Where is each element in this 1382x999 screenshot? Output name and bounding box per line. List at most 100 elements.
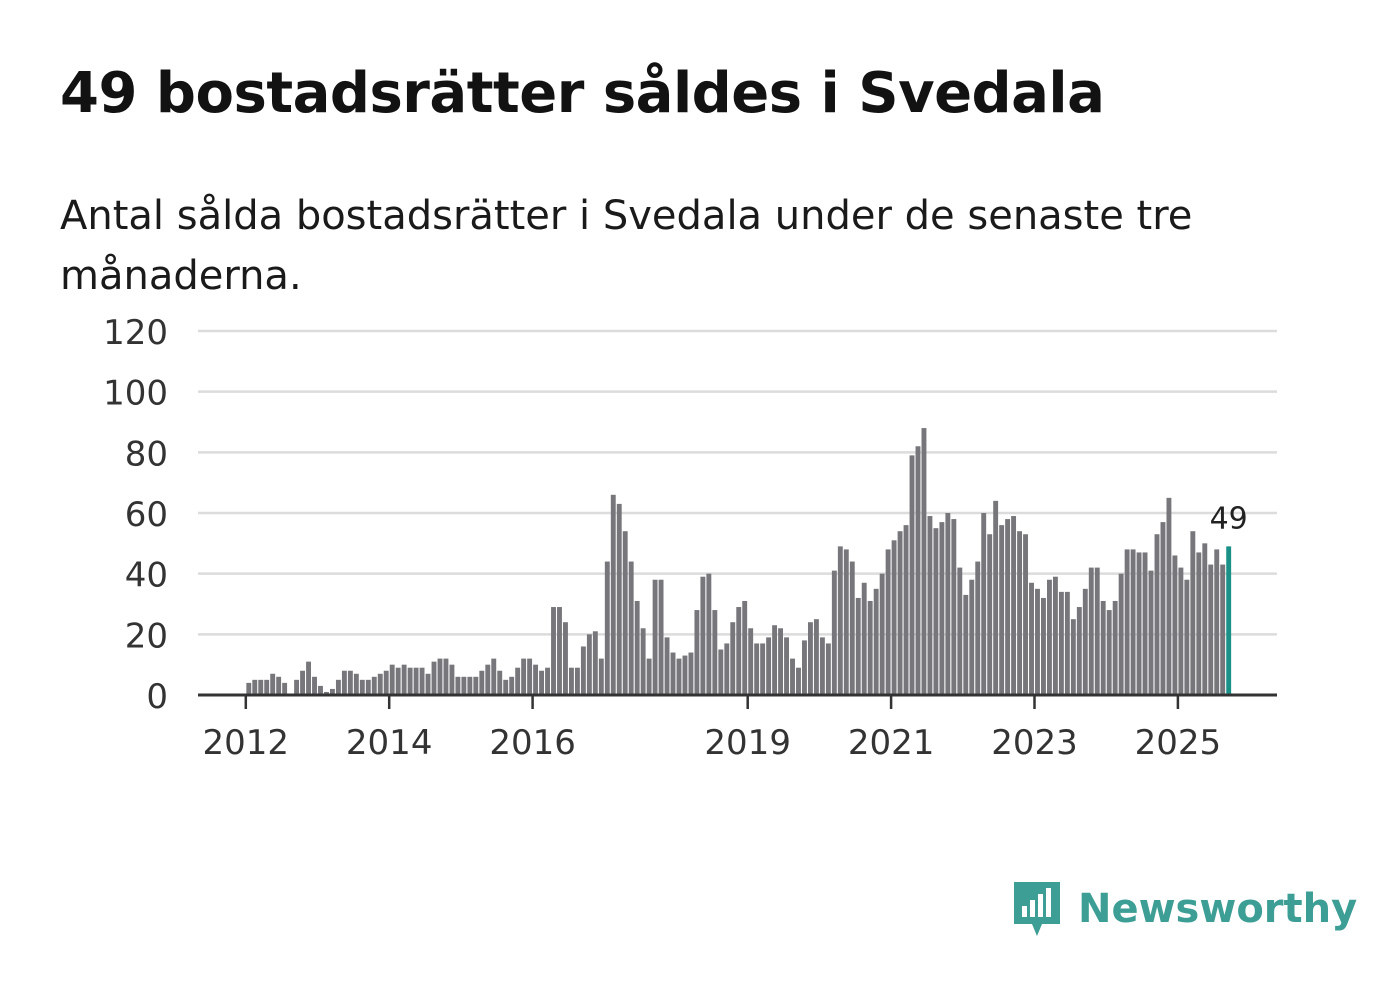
bar bbox=[1088, 567, 1094, 695]
bar bbox=[760, 643, 766, 695]
bar bbox=[724, 643, 730, 695]
bar bbox=[1160, 522, 1166, 695]
bar bbox=[969, 579, 975, 695]
bar bbox=[748, 628, 754, 695]
bar bbox=[371, 676, 377, 695]
bar bbox=[1082, 588, 1088, 695]
bar bbox=[867, 600, 873, 695]
bar bbox=[825, 643, 831, 695]
bar bbox=[568, 667, 574, 695]
bar bbox=[634, 600, 640, 695]
bar bbox=[772, 625, 778, 695]
bar bbox=[658, 579, 664, 695]
bar bbox=[730, 622, 736, 695]
bar bbox=[515, 667, 521, 695]
bar bbox=[258, 679, 264, 695]
bar bbox=[539, 670, 545, 695]
bar bbox=[1017, 531, 1023, 695]
bar bbox=[790, 658, 795, 695]
bar bbox=[1190, 531, 1196, 695]
bar bbox=[891, 540, 897, 695]
bar bbox=[664, 637, 670, 695]
bar bbox=[479, 670, 485, 695]
bar bbox=[837, 546, 843, 695]
bar bbox=[425, 673, 431, 695]
bar bbox=[1202, 543, 1208, 695]
y-tick-label: 0 bbox=[146, 677, 168, 717]
bar bbox=[246, 682, 252, 695]
bar bbox=[736, 607, 742, 695]
bar bbox=[682, 655, 688, 695]
bar bbox=[676, 658, 682, 695]
bar bbox=[1041, 597, 1046, 695]
bar bbox=[347, 670, 353, 695]
bar bbox=[1029, 582, 1034, 695]
bar bbox=[939, 522, 945, 695]
bar bbox=[700, 576, 706, 695]
bar bbox=[640, 628, 646, 695]
bar bbox=[318, 685, 323, 695]
bar bbox=[407, 667, 413, 695]
bar bbox=[324, 691, 329, 695]
bar bbox=[383, 670, 389, 695]
bar bbox=[999, 525, 1005, 695]
bar bbox=[509, 676, 515, 695]
bar bbox=[754, 643, 760, 695]
bar bbox=[927, 516, 933, 695]
bar bbox=[389, 664, 395, 695]
bar bbox=[855, 597, 861, 695]
bar bbox=[742, 600, 748, 695]
bar bbox=[915, 446, 921, 695]
bar bbox=[527, 658, 533, 695]
bar bbox=[670, 652, 676, 695]
y-tick-label: 40 bbox=[125, 556, 168, 596]
bar bbox=[365, 679, 371, 695]
bar bbox=[1148, 570, 1154, 695]
bar bbox=[1172, 555, 1178, 695]
bar bbox=[503, 679, 509, 695]
bar bbox=[1100, 600, 1106, 695]
bar bbox=[306, 661, 311, 695]
bar bbox=[563, 622, 568, 695]
bar bbox=[652, 579, 658, 695]
bar bbox=[945, 513, 951, 695]
bar bbox=[1166, 497, 1172, 695]
bar bbox=[897, 531, 903, 695]
bar-chart: 0 20 40 60 80 100 120 2012 2014 2016 2019 2021 2023 2… bbox=[103, 313, 1277, 763]
bar bbox=[622, 531, 628, 695]
bar bbox=[353, 673, 359, 695]
bar bbox=[819, 637, 825, 695]
bar bbox=[766, 637, 772, 695]
bar bbox=[1142, 552, 1148, 695]
bar bbox=[975, 561, 981, 695]
bar bbox=[1154, 534, 1160, 695]
bar bbox=[646, 658, 652, 695]
bar bbox=[1094, 567, 1100, 695]
bar bbox=[401, 664, 407, 695]
bar bbox=[1130, 549, 1136, 695]
newsworthy-logo-icon bbox=[1014, 882, 1060, 936]
bar bbox=[628, 561, 634, 695]
bar bbox=[395, 667, 401, 695]
chart-title: 49 bostadsrätter såldes i Svedala bbox=[60, 61, 1105, 126]
bar bbox=[873, 588, 879, 695]
bar bbox=[951, 519, 957, 695]
bar bbox=[264, 679, 270, 695]
bar bbox=[341, 670, 347, 695]
brand-name: Newsworthy bbox=[1078, 886, 1358, 932]
bar bbox=[1052, 576, 1058, 695]
bar bbox=[557, 607, 562, 695]
bar bbox=[807, 622, 813, 695]
x-tick-label: 2019 bbox=[704, 723, 791, 763]
bar bbox=[467, 676, 473, 695]
bar bbox=[586, 634, 592, 695]
bar bbox=[921, 428, 927, 695]
bar bbox=[282, 682, 288, 695]
bar bbox=[1118, 573, 1124, 695]
bar bbox=[574, 667, 580, 695]
bar bbox=[580, 646, 586, 695]
bar bbox=[1058, 591, 1064, 695]
bar bbox=[813, 619, 819, 695]
x-tick-label: 2021 bbox=[848, 723, 935, 763]
x-tick-label: 2023 bbox=[991, 723, 1078, 763]
